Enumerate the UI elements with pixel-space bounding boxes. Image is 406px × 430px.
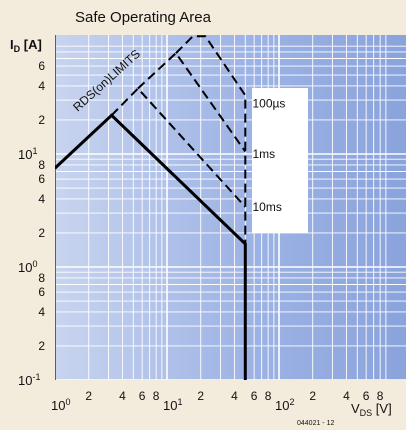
axis-labels: ID [A] VDS [V] 044021 - 12 (10, 37, 392, 427)
x-minor-tick-label: 4 (119, 389, 126, 403)
x-minor-tick-label: 2 (85, 389, 92, 403)
x-tick-label: 102 (275, 397, 294, 413)
y-axis-label-sub: D (14, 44, 21, 54)
x-minor-tick-label: 8 (265, 389, 272, 403)
x-minor-tick-label: 6 (363, 389, 370, 403)
x-tick-label: 101 (163, 397, 182, 413)
x-axis-label-sub: DS (360, 408, 373, 418)
x-minor-tick-label: 6 (139, 389, 146, 403)
y-minor-tick-label: 8 (38, 271, 45, 285)
y-minor-tick-label: 8 (38, 158, 45, 172)
x-axis-label: VDS [V] (351, 401, 392, 418)
y-axis-label-unit: [A] (20, 37, 42, 52)
y-minor-tick-label: 6 (38, 285, 45, 299)
annotation-2: 10ms (253, 200, 282, 214)
x-minor-tick-label: 8 (377, 389, 384, 403)
y-minor-tick-label: 4 (38, 79, 45, 93)
chart-title: Safe Operating Area (75, 9, 212, 26)
y-tick-label: 100 (18, 259, 37, 275)
x-axis-label-unit: [V] (372, 401, 392, 416)
x-minor-tick-label: 4 (343, 389, 350, 403)
y-tick-label: 10-1 (18, 372, 40, 388)
y-minor-tick-label: 2 (38, 226, 45, 240)
x-tick-label: 100 (51, 397, 70, 413)
x-minor-tick-label: 2 (309, 389, 316, 403)
x-minor-tick-label: 2 (197, 389, 204, 403)
series-line-1ms (137, 51, 247, 153)
y-minor-tick-label: 2 (38, 339, 45, 353)
y-minor-tick-label: 4 (38, 192, 45, 206)
series-line-100s (175, 35, 247, 244)
plot-background (55, 35, 406, 380)
y-minor-tick-label: 6 (38, 172, 45, 186)
x-minor-tick-label: 4 (231, 389, 238, 403)
y-minor-tick-label: 4 (38, 305, 45, 319)
y-axis-label: ID [A] (10, 37, 42, 54)
annotation-0: 100µs (253, 96, 286, 110)
grid-lines (55, 35, 406, 380)
y-minor-tick-label: 6 (38, 59, 45, 73)
series-line-10ms (110, 87, 247, 208)
label-panel (252, 88, 308, 233)
figure-id: 044021 - 12 (297, 420, 334, 427)
y-tick-label: 101 (18, 146, 37, 162)
series-line-limit (55, 113, 247, 380)
x-minor-tick-label: 8 (153, 389, 160, 403)
series-group (55, 35, 247, 380)
y-minor-tick-label: 2 (38, 113, 45, 127)
x-minor-tick-label: 6 (251, 389, 258, 403)
annotation-1: 1ms (253, 147, 276, 161)
